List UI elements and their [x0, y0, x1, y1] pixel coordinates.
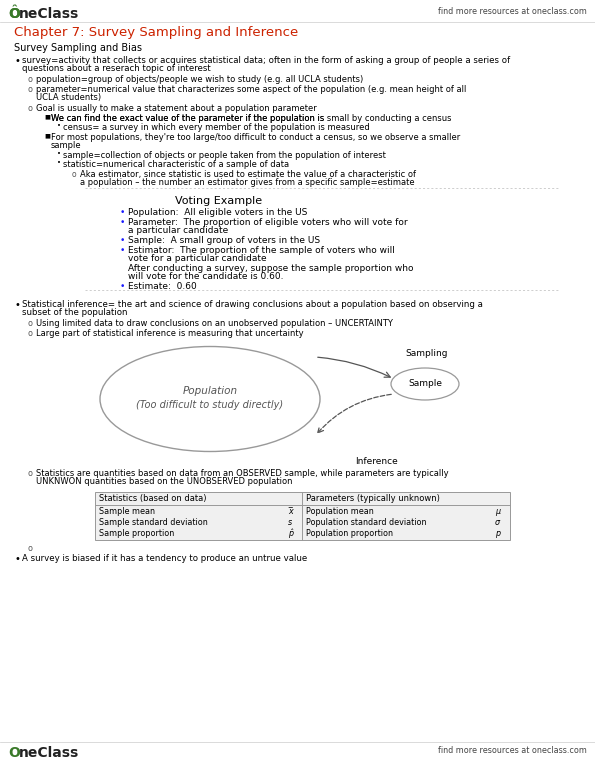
Text: find more resources at oneclass.com: find more resources at oneclass.com [438, 746, 587, 755]
Text: We can find the exact value of the parameter if the population is small by condu: We can find the exact value of the param… [51, 114, 452, 123]
Text: Statistics are quantities based on data from an OBSERVED sample, while parameter: Statistics are quantities based on data … [36, 469, 449, 478]
Text: •: • [120, 236, 126, 245]
Text: Goal is usually to make a statement about a population parameter: Goal is usually to make a statement abou… [36, 104, 317, 113]
Text: •: • [14, 554, 20, 564]
Text: subset of the population: subset of the population [22, 308, 127, 317]
Text: Inference: Inference [355, 457, 397, 466]
Text: o: o [27, 329, 32, 338]
Text: ■: ■ [44, 114, 50, 119]
Text: •: • [120, 282, 126, 291]
Text: o: o [27, 104, 32, 113]
Text: •: • [57, 160, 61, 166]
Text: o: o [27, 85, 32, 94]
Text: UNKNWON quantities based on the UNOBSERVED population: UNKNWON quantities based on the UNOBSERV… [36, 477, 293, 486]
Text: Voting Example: Voting Example [175, 196, 262, 206]
Bar [95, 492, 510, 540]
Text: •: • [57, 151, 61, 157]
Text: find more resources at oneclass.com: find more resources at oneclass.com [438, 7, 587, 16]
Text: Large part of statistical inference is measuring that uncertainty: Large part of statistical inference is m… [36, 329, 303, 338]
Text: vote for a particular candidate: vote for a particular candidate [128, 254, 267, 263]
Text: μ: μ [495, 507, 500, 516]
Text: σ: σ [495, 518, 500, 527]
Text: questions about a reserach topic of interest: questions about a reserach topic of inte… [22, 64, 211, 73]
Text: Sample mean: Sample mean [99, 507, 155, 516]
Text: Population: Population [183, 386, 237, 396]
Text: population=group of objects/people we wish to study (e.g. all UCLA students): population=group of objects/people we wi… [36, 75, 364, 84]
Text: •: • [120, 246, 126, 255]
Text: Population proportion: Population proportion [306, 529, 393, 538]
Text: statistic=numerical characteristic of a sample of data: statistic=numerical characteristic of a … [63, 160, 289, 169]
Text: Parameters (typically unknown): Parameters (typically unknown) [306, 494, 440, 503]
Text: o: o [72, 170, 77, 179]
Text: For most populations, they're too large/too difficult to conduct a census, so we: For most populations, they're too large/… [51, 133, 461, 142]
Text: Statistical inference= the art and science of drawing conclusions about a popula: Statistical inference= the art and scien… [22, 300, 483, 309]
Text: UCLA students): UCLA students) [36, 93, 101, 102]
Text: Estimator:  The proportion of the sample of voters who will: Estimator: The proportion of the sample … [128, 246, 395, 255]
Text: Parameter:  The proportion of eligible voters who will vote for: Parameter: The proportion of eligible vo… [128, 218, 408, 227]
Text: After conducting a survey, suppose the sample proportion who: After conducting a survey, suppose the s… [128, 264, 414, 273]
Text: We can find the exact value of the parameter if the population is: We can find the exact value of the param… [51, 114, 327, 123]
Text: will vote for the candidate is 0.60.: will vote for the candidate is 0.60. [128, 272, 283, 281]
Text: p̂: p̂ [288, 529, 293, 538]
Text: Sample:  A small group of voters in the US: Sample: A small group of voters in the U… [128, 236, 320, 245]
Text: Statistics (based on data): Statistics (based on data) [99, 494, 206, 503]
Text: o: o [27, 544, 32, 553]
Text: •: • [57, 123, 61, 129]
Text: s: s [288, 518, 292, 527]
Text: census= a survey in which every member of the population is measured: census= a survey in which every member o… [63, 123, 369, 132]
Text: Sample standard deviation: Sample standard deviation [99, 518, 208, 527]
Text: A survey is biased if it has a tendency to produce an untrue value: A survey is biased if it has a tendency … [22, 554, 307, 563]
Text: Chapter 7: Survey Sampling and Inference: Chapter 7: Survey Sampling and Inference [14, 26, 298, 39]
Text: Ô: Ô [8, 7, 20, 21]
Text: •: • [120, 218, 126, 227]
Text: •: • [14, 56, 20, 66]
Text: Estimate:  0.60: Estimate: 0.60 [128, 282, 197, 291]
Text: p: p [495, 529, 500, 538]
Text: o: o [27, 469, 32, 478]
Text: a particular candidate: a particular candidate [128, 226, 228, 235]
Text: sample=collection of objects or people taken from the population of interest: sample=collection of objects or people t… [63, 151, 386, 160]
Text: o: o [27, 75, 32, 84]
Text: Population standard deviation: Population standard deviation [306, 518, 427, 527]
Text: x̅: x̅ [288, 507, 293, 516]
Text: a population – the number an estimator gives from a specific sample=estimate: a population – the number an estimator g… [80, 178, 415, 187]
Text: Sample proportion: Sample proportion [99, 529, 174, 538]
Text: neClass: neClass [19, 7, 79, 21]
Text: •: • [120, 208, 126, 217]
Text: Using limited data to draw conclusions on an unobserved population – UNCERTAINTY: Using limited data to draw conclusions o… [36, 319, 393, 328]
Text: Sampling: Sampling [405, 349, 447, 358]
Text: parameter=numerical value that characterizes some aspect of the population (e.g.: parameter=numerical value that character… [36, 85, 466, 94]
Text: Population mean: Population mean [306, 507, 374, 516]
Text: O: O [8, 7, 20, 21]
Text: (Too difficult to study directly): (Too difficult to study directly) [136, 400, 284, 410]
Text: O: O [8, 746, 20, 760]
Text: o: o [27, 319, 32, 328]
Text: Population:  All eligible voters in the US: Population: All eligible voters in the U… [128, 208, 308, 217]
Text: Sample: Sample [408, 380, 442, 389]
Text: •: • [14, 300, 20, 310]
Text: survey=activity that collects or acquires statistical data; often in the form of: survey=activity that collects or acquire… [22, 56, 510, 65]
Text: ■: ■ [44, 133, 50, 138]
Text: Survey Sampling and Bias: Survey Sampling and Bias [14, 43, 142, 53]
Text: Aka estimator, since statistic is used to estimate the value of a characteristic: Aka estimator, since statistic is used t… [80, 170, 416, 179]
Text: sample: sample [51, 141, 82, 150]
Text: neClass: neClass [19, 746, 79, 760]
